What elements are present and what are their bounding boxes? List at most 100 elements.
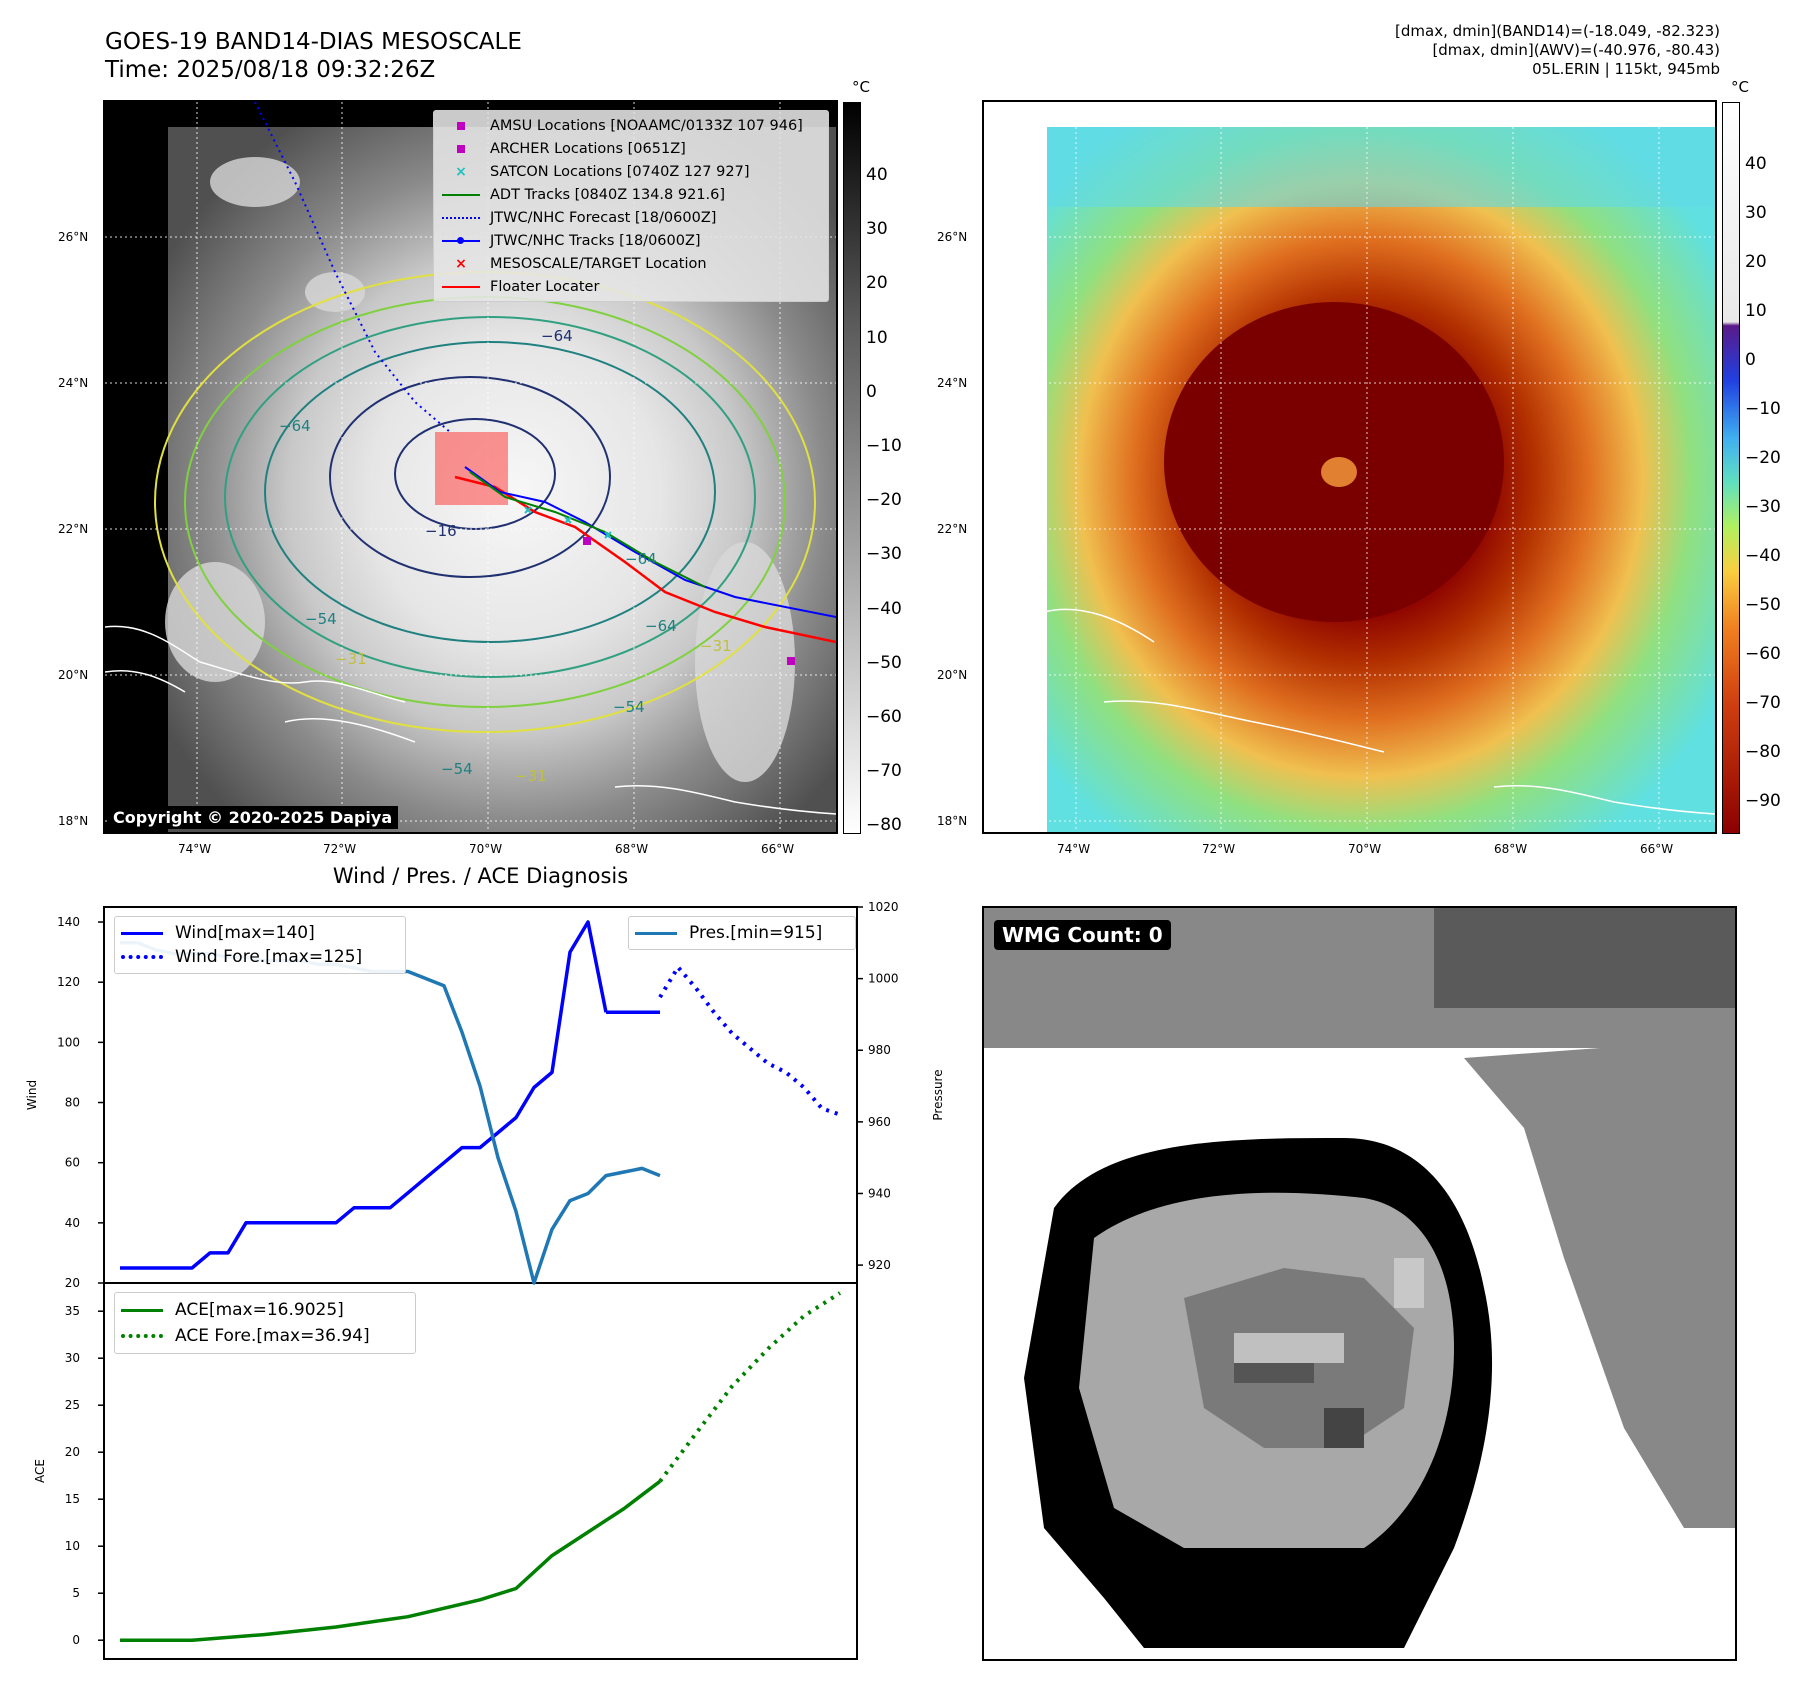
wmg-image [984, 908, 1735, 1659]
legend-ace-fore: ACE Fore.[max=36.94] [121, 1323, 409, 1349]
ace-tick-label: 35 [65, 1304, 80, 1318]
lon-label: 70°W [1348, 842, 1382, 856]
colorbar-unit: °C [1731, 78, 1749, 96]
ace-tick-label: 5 [72, 1586, 80, 1600]
ace-ylabel: ACE [33, 1459, 47, 1483]
pres-legend: Pres.[min=915] [628, 916, 856, 950]
wmg-count-badge: WMG Count: 0 [994, 920, 1171, 950]
lat-label: 24°N [58, 376, 89, 390]
legend-forecast: JTWC/NHC Forecast [18/0600Z] [434, 206, 828, 229]
wind-tick-label: 100 [57, 1035, 80, 1049]
lon-label: 72°W [323, 842, 357, 856]
lat-label: 26°N [937, 230, 968, 244]
color-colorbar-ticks: 40 30 20 10 0 −10 −20 −30 −40 −50 −60 −7… [1745, 154, 1781, 811]
awv-map-panel [982, 100, 1717, 834]
lat-label: 22°N [937, 522, 968, 536]
diagnosis-title: Wind / Pres. / ACE Diagnosis [332, 864, 629, 888]
info-storm: 05L.ERIN | 115kt, 945mb [1532, 60, 1720, 78]
contour-label: −54 [441, 760, 473, 778]
legend-wind: Wind[max=140] [121, 921, 399, 945]
pres-tick-label: 920 [868, 1258, 891, 1272]
wind-tick-label: 120 [57, 975, 80, 989]
info-band14: [dmax, dmin](BAND14)=(-18.049, -82.323) [1395, 22, 1720, 40]
gray-colorbar [843, 102, 861, 834]
series-wind-fore-max-125 [658, 965, 841, 1117]
lon-label: 72°W [1202, 842, 1236, 856]
wind-legend: Wind[max=140] Wind Fore.[max=125] [114, 916, 406, 974]
awv-map-image [984, 102, 1715, 832]
ir-map-panel: −64 −16 −54 −31 −64 −31 −54 −64 −31 −54 … [103, 100, 838, 834]
legend-amsu: AMSU Locations [NOAAMC/0133Z 107 946] [434, 114, 828, 137]
pres-tick-label: 980 [868, 1043, 891, 1057]
lon-label: 74°W [178, 842, 212, 856]
legend-tracks: JTWC/NHC Tracks [18/0600Z] [434, 229, 828, 252]
lat-label: 20°N [58, 668, 89, 682]
contour-label: −64 [625, 550, 657, 568]
contour-label: −64 [279, 417, 311, 435]
wind-ylabel: Wind [25, 1080, 39, 1110]
series-ace-max-16-9025 [120, 1479, 662, 1642]
lat-label: 24°N [937, 376, 968, 390]
chart-title: GOES-19 BAND14-DIAS MESOSCALE [105, 29, 522, 55]
legend-adt: ADT Tracks [0840Z 134.8 921.6] [434, 183, 828, 206]
ace-axes-frame [103, 1282, 858, 1660]
pres-ylabel: Pressure [931, 1069, 945, 1120]
wind-tick-label: 20 [65, 1276, 80, 1290]
pres-tick-label: 940 [868, 1186, 891, 1200]
floater-box [435, 432, 508, 505]
lat-label: 26°N [58, 230, 89, 244]
legend-wind-fore: Wind Fore.[max=125] [121, 945, 399, 969]
wind-tick-label: 60 [65, 1156, 80, 1170]
pres-tick-label: 960 [868, 1115, 891, 1129]
info-awv: [dmax, dmin](AWV)=(-40.976, -80.43) [1432, 41, 1720, 59]
wind-tick-label: 40 [65, 1216, 80, 1230]
legend-ace: ACE[max=16.9025] [121, 1297, 409, 1323]
lon-label: 70°W [469, 842, 503, 856]
wind-tick-label: 140 [57, 915, 80, 929]
lon-label: 74°W [1057, 842, 1091, 856]
color-colorbar [1722, 102, 1740, 834]
ace-tick-label: 10 [65, 1539, 80, 1553]
wind-tick-label: 80 [65, 1096, 80, 1110]
contour-label: −64 [541, 327, 573, 345]
lon-label: 68°W [615, 842, 649, 856]
map-legend: AMSU Locations [NOAAMC/0133Z 107 946] AR… [433, 110, 829, 302]
legend-floater: Floater Locater [434, 275, 828, 298]
contour-label: −31 [700, 637, 732, 655]
ace-tick-label: 25 [65, 1398, 80, 1412]
lon-label: 68°W [1494, 842, 1528, 856]
lat-label: 22°N [58, 522, 89, 536]
ace-tick-label: 20 [65, 1445, 80, 1459]
pres-tick-label: 1020 [868, 900, 899, 914]
legend-satcon: × SATCON Locations [0740Z 127 927] [455, 163, 750, 180]
legend-target: × MESOSCALE/TARGET Location [455, 255, 707, 272]
colorbar-unit: °C [852, 78, 870, 96]
lon-label: 66°W [1640, 842, 1674, 856]
legend-pres: Pres.[min=915] [635, 921, 849, 945]
series-wind-max-140 [120, 920, 608, 1270]
contour-label: −54 [613, 698, 645, 716]
ace-tick-label: 15 [65, 1492, 80, 1506]
ace-tick-label: 0 [72, 1633, 80, 1647]
contour-label: −16 [425, 522, 457, 540]
lat-label: 18°N [58, 814, 89, 828]
copyright-label: Copyright © 2020-2025 Dapiya [107, 806, 399, 829]
chart-time: Time: 2025/08/18 09:32:26Z [105, 57, 436, 83]
lat-label: 18°N [937, 814, 968, 828]
legend-archer: ARCHER Locations [0651Z] [434, 137, 828, 160]
contour-label: −31 [515, 767, 547, 785]
info-block: [dmax, dmin](BAND14)=(-18.049, -82.323) … [1120, 22, 1720, 79]
ace-legend: ACE[max=16.9025] ACE Fore.[max=36.94] [114, 1292, 416, 1354]
pres-tick-label: 1000 [868, 972, 899, 986]
contour-label: −31 [335, 650, 367, 668]
gray-colorbar-ticks: 40 30 20 10 0 −10 −20 −30 −40 −50 −60 −7… [866, 165, 902, 836]
lat-label: 20°N [937, 668, 968, 682]
series-pres-min-915 [120, 941, 661, 1285]
lon-label: 66°W [761, 842, 795, 856]
contour-label: −64 [645, 617, 677, 635]
series-ace-fore-max-36-94 [658, 1291, 842, 1483]
ace-tick-label: 30 [65, 1351, 80, 1365]
contour-label: −54 [305, 610, 337, 628]
wmg-panel: WMG Count: 0 [982, 906, 1737, 1661]
